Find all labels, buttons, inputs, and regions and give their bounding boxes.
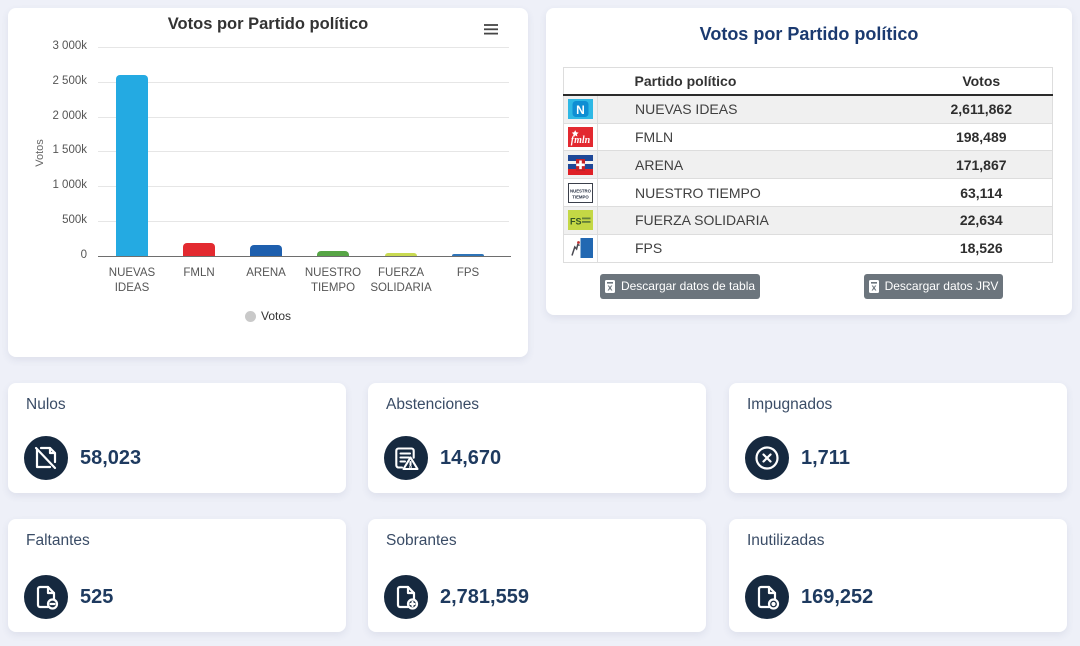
svg-text:FS: FS <box>570 217 582 227</box>
svg-text:N: N <box>576 103 585 117</box>
svg-text:TIEMPO: TIEMPO <box>572 194 589 199</box>
svg-text:x: x <box>871 283 876 293</box>
svg-text:x: x <box>607 283 612 293</box>
svg-text:fmln: fmln <box>571 135 591 146</box>
svg-text:NUESTRO: NUESTRO <box>570 188 592 193</box>
